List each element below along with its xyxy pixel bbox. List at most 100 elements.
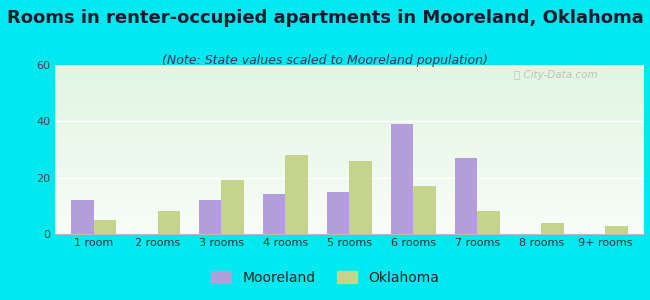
Bar — [55, 112, 644, 113]
Bar — [55, 171, 644, 172]
Bar — [55, 218, 644, 219]
Bar — [55, 215, 644, 216]
Bar — [55, 82, 644, 83]
Bar — [55, 142, 644, 143]
Legend: Mooreland, Oklahoma: Mooreland, Oklahoma — [205, 265, 445, 290]
Text: ⌕ City-Data.com: ⌕ City-Data.com — [514, 70, 598, 80]
Bar — [55, 168, 644, 169]
Bar — [55, 145, 644, 146]
Bar — [55, 166, 644, 167]
Bar — [55, 212, 644, 213]
Bar — [55, 219, 644, 220]
Bar — [55, 159, 644, 160]
Bar — [55, 69, 644, 70]
Bar — [55, 191, 644, 192]
Bar — [55, 101, 644, 102]
Bar — [55, 148, 644, 149]
Bar — [391, 124, 413, 234]
Bar — [55, 185, 644, 186]
Bar — [55, 143, 644, 144]
Bar — [55, 199, 644, 200]
Bar — [55, 154, 644, 155]
Bar — [55, 150, 644, 151]
Bar — [55, 179, 644, 180]
Bar — [55, 99, 644, 100]
Bar — [55, 103, 644, 104]
Bar — [55, 190, 644, 191]
Bar — [55, 161, 644, 162]
Bar — [285, 155, 308, 234]
Bar — [55, 209, 644, 210]
Bar — [55, 164, 644, 165]
Bar — [55, 195, 644, 196]
Bar — [605, 226, 627, 234]
Bar — [55, 229, 644, 230]
Bar — [55, 90, 644, 91]
Bar — [477, 212, 500, 234]
Bar — [55, 139, 644, 140]
Bar — [55, 160, 644, 161]
Bar — [55, 162, 644, 163]
Bar — [55, 84, 644, 85]
Bar — [55, 231, 644, 232]
Bar — [55, 213, 644, 214]
Bar — [55, 158, 644, 159]
Bar — [55, 221, 644, 222]
Bar — [222, 180, 244, 234]
Bar — [55, 167, 644, 168]
Bar — [55, 134, 644, 135]
Bar — [55, 115, 644, 116]
Bar — [350, 160, 372, 234]
Bar — [55, 233, 644, 234]
Bar — [55, 109, 644, 110]
Bar — [55, 216, 644, 217]
Bar — [55, 152, 644, 153]
Bar — [55, 183, 644, 184]
Bar — [55, 214, 644, 215]
Bar — [55, 67, 644, 68]
Bar — [55, 181, 644, 182]
Bar — [55, 151, 644, 152]
Bar — [55, 217, 644, 218]
Bar — [55, 169, 644, 170]
Bar — [55, 95, 644, 96]
Bar — [55, 188, 644, 189]
Bar — [55, 144, 644, 145]
Bar — [55, 187, 644, 188]
Bar — [55, 122, 644, 123]
Text: Rooms in renter-occupied apartments in Mooreland, Oklahoma: Rooms in renter-occupied apartments in M… — [6, 9, 644, 27]
Bar — [541, 223, 564, 234]
Bar — [55, 108, 644, 109]
Bar — [55, 205, 644, 206]
Bar — [55, 184, 644, 185]
Bar — [55, 96, 644, 97]
Bar — [55, 133, 644, 134]
Bar — [55, 121, 644, 122]
Bar — [55, 64, 644, 65]
Bar — [55, 204, 644, 205]
Bar — [199, 200, 222, 234]
Bar — [55, 176, 644, 177]
Bar — [55, 77, 644, 78]
Bar — [55, 127, 644, 128]
Bar — [72, 200, 94, 234]
Bar — [55, 189, 644, 190]
Bar — [55, 172, 644, 173]
Bar — [55, 88, 644, 89]
Bar — [55, 129, 644, 130]
Bar — [55, 147, 644, 148]
Bar — [55, 226, 644, 227]
Bar — [55, 203, 644, 204]
Bar — [55, 120, 644, 121]
Bar — [55, 113, 644, 114]
Bar — [55, 202, 644, 203]
Bar — [55, 222, 644, 223]
Bar — [55, 165, 644, 166]
Bar — [157, 212, 180, 234]
Bar — [55, 192, 644, 193]
Bar — [55, 123, 644, 124]
Bar — [55, 211, 644, 212]
Bar — [55, 125, 644, 126]
Bar — [55, 223, 644, 224]
Bar — [55, 136, 644, 137]
